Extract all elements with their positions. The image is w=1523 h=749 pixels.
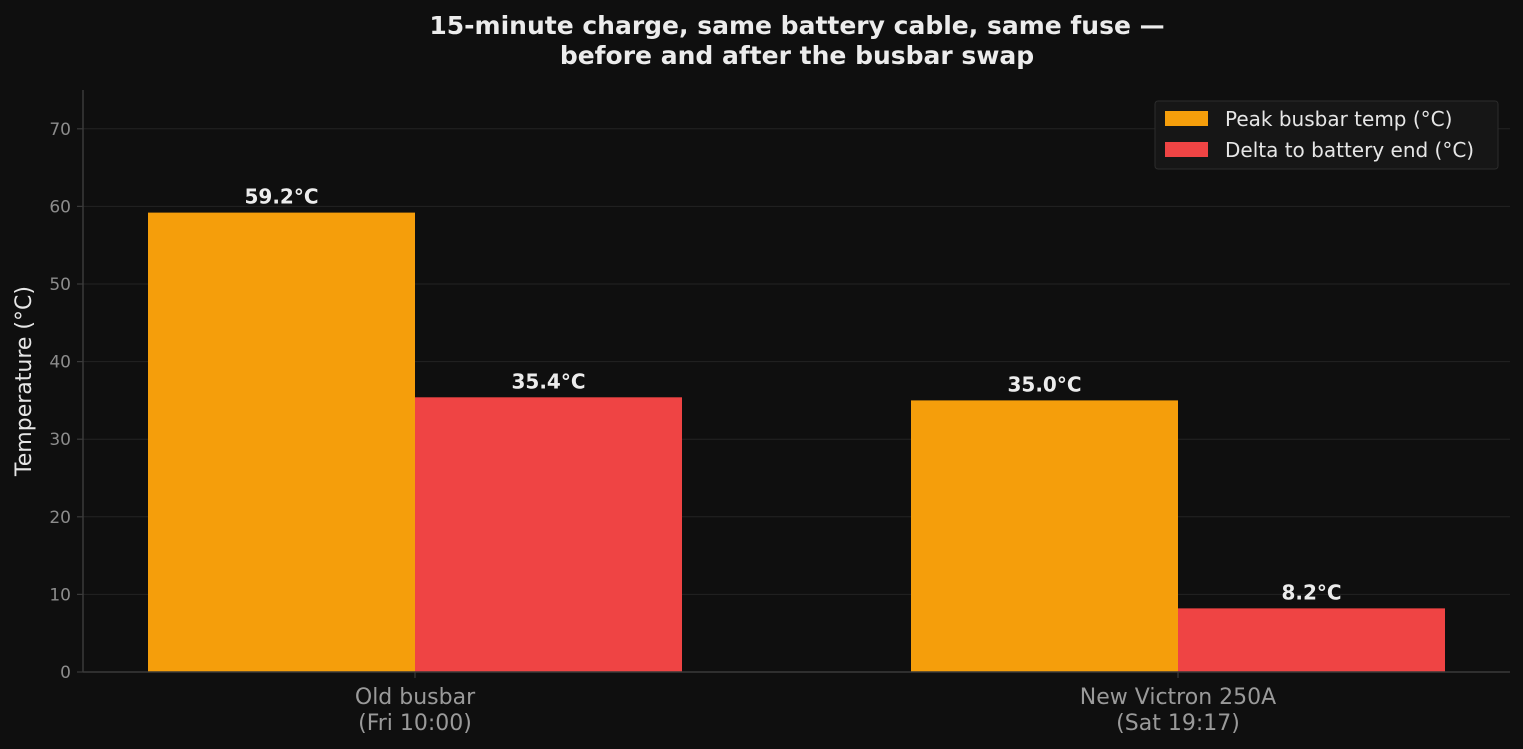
y-tick-label: 70 — [49, 120, 71, 140]
chart-title-line-1: 15-minute charge, same battery cable, sa… — [429, 11, 1164, 40]
y-axis-label: Temperature (°C) — [12, 286, 37, 477]
bar-delta-0 — [415, 397, 682, 672]
x-axis-categories: Old busbar(Fri 10:00) New Victron 250A(Sa… — [355, 672, 1276, 736]
bar-delta-1 — [1178, 608, 1445, 672]
bar-peak-1 — [911, 400, 1178, 672]
chart-title-line-2: before and after the busbar swap — [560, 41, 1034, 70]
bar-peak-0 — [148, 212, 415, 672]
bar-value-label: 59.2°C — [244, 185, 318, 209]
x-category-label: (Fri 10:00) — [358, 711, 472, 736]
y-tick-label: 0 — [60, 663, 71, 683]
bars — [148, 212, 1445, 672]
legend: Peak busbar temp (°C) Delta to battery e… — [1154, 100, 1499, 170]
bar-value-label: 8.2°C — [1281, 580, 1341, 604]
legend-label-delta: Delta to battery end (°C) — [1225, 138, 1474, 162]
y-tick-label: 60 — [49, 197, 71, 217]
x-category-label: New Victron 250A — [1080, 685, 1276, 710]
x-category-label: (Sat 19:17) — [1116, 711, 1240, 736]
value-labels: 59.2°C 35.0°C 35.4°C 8.2°C — [244, 185, 1341, 605]
x-category-label: Old busbar — [355, 685, 476, 710]
legend-box — [1154, 100, 1499, 170]
y-axis-ticks: 0 10 20 30 40 50 60 70 — [49, 120, 83, 683]
y-tick-label: 10 — [49, 585, 71, 605]
bar-value-label: 35.0°C — [1007, 372, 1081, 396]
y-tick-label: 50 — [49, 275, 71, 295]
legend-swatch-delta — [1165, 142, 1208, 157]
y-tick-label: 20 — [49, 508, 71, 528]
legend-swatch-peak — [1165, 111, 1208, 126]
y-tick-label: 40 — [49, 353, 71, 373]
y-tick-label: 30 — [49, 430, 71, 450]
bar-value-label: 35.4°C — [511, 369, 585, 393]
legend-label-peak: Peak busbar temp (°C) — [1225, 107, 1452, 131]
